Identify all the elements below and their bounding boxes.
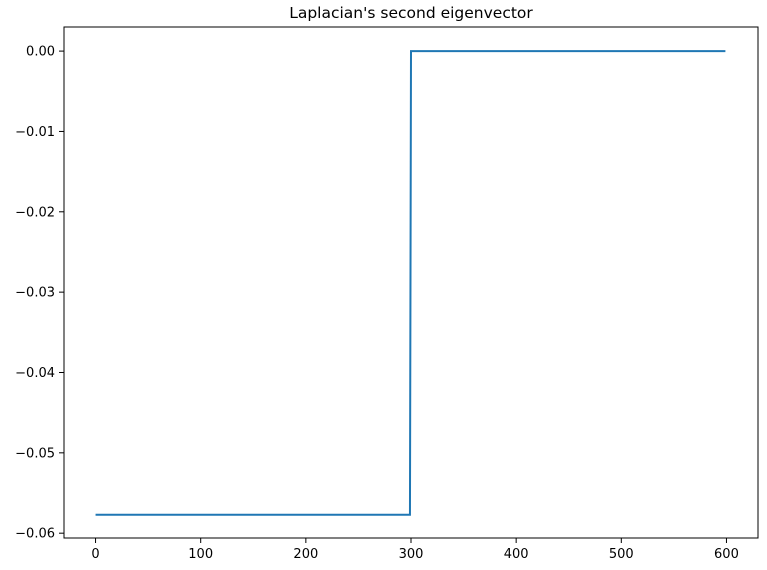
x-tick-label: 200 [293, 547, 318, 562]
y-tick-label: −0.06 [15, 527, 55, 542]
y-tick-label: −0.03 [15, 286, 55, 301]
y-tick-label: 0.00 [26, 45, 55, 60]
x-tick-label: 600 [714, 547, 739, 562]
y-tick-label: −0.05 [15, 446, 55, 461]
series-line-1 [95, 50, 726, 516]
chart-title: Laplacian's second eigenvector [289, 4, 533, 22]
x-tick-label: 0 [91, 547, 99, 562]
plot-layer: 0 100 200 300 400 500 600 0.00 −0.01 −0.02 −0.03 −0… [15, 26, 759, 562]
y-tick-label: −0.04 [15, 366, 55, 381]
x-tick-label: 300 [399, 547, 424, 562]
y-tick-label: −0.02 [15, 205, 55, 220]
y-tick-label: −0.01 [15, 125, 55, 140]
x-tick-label: 400 [504, 547, 529, 562]
x-tick-label: 100 [188, 547, 213, 562]
x-tick-label: 500 [609, 547, 634, 562]
